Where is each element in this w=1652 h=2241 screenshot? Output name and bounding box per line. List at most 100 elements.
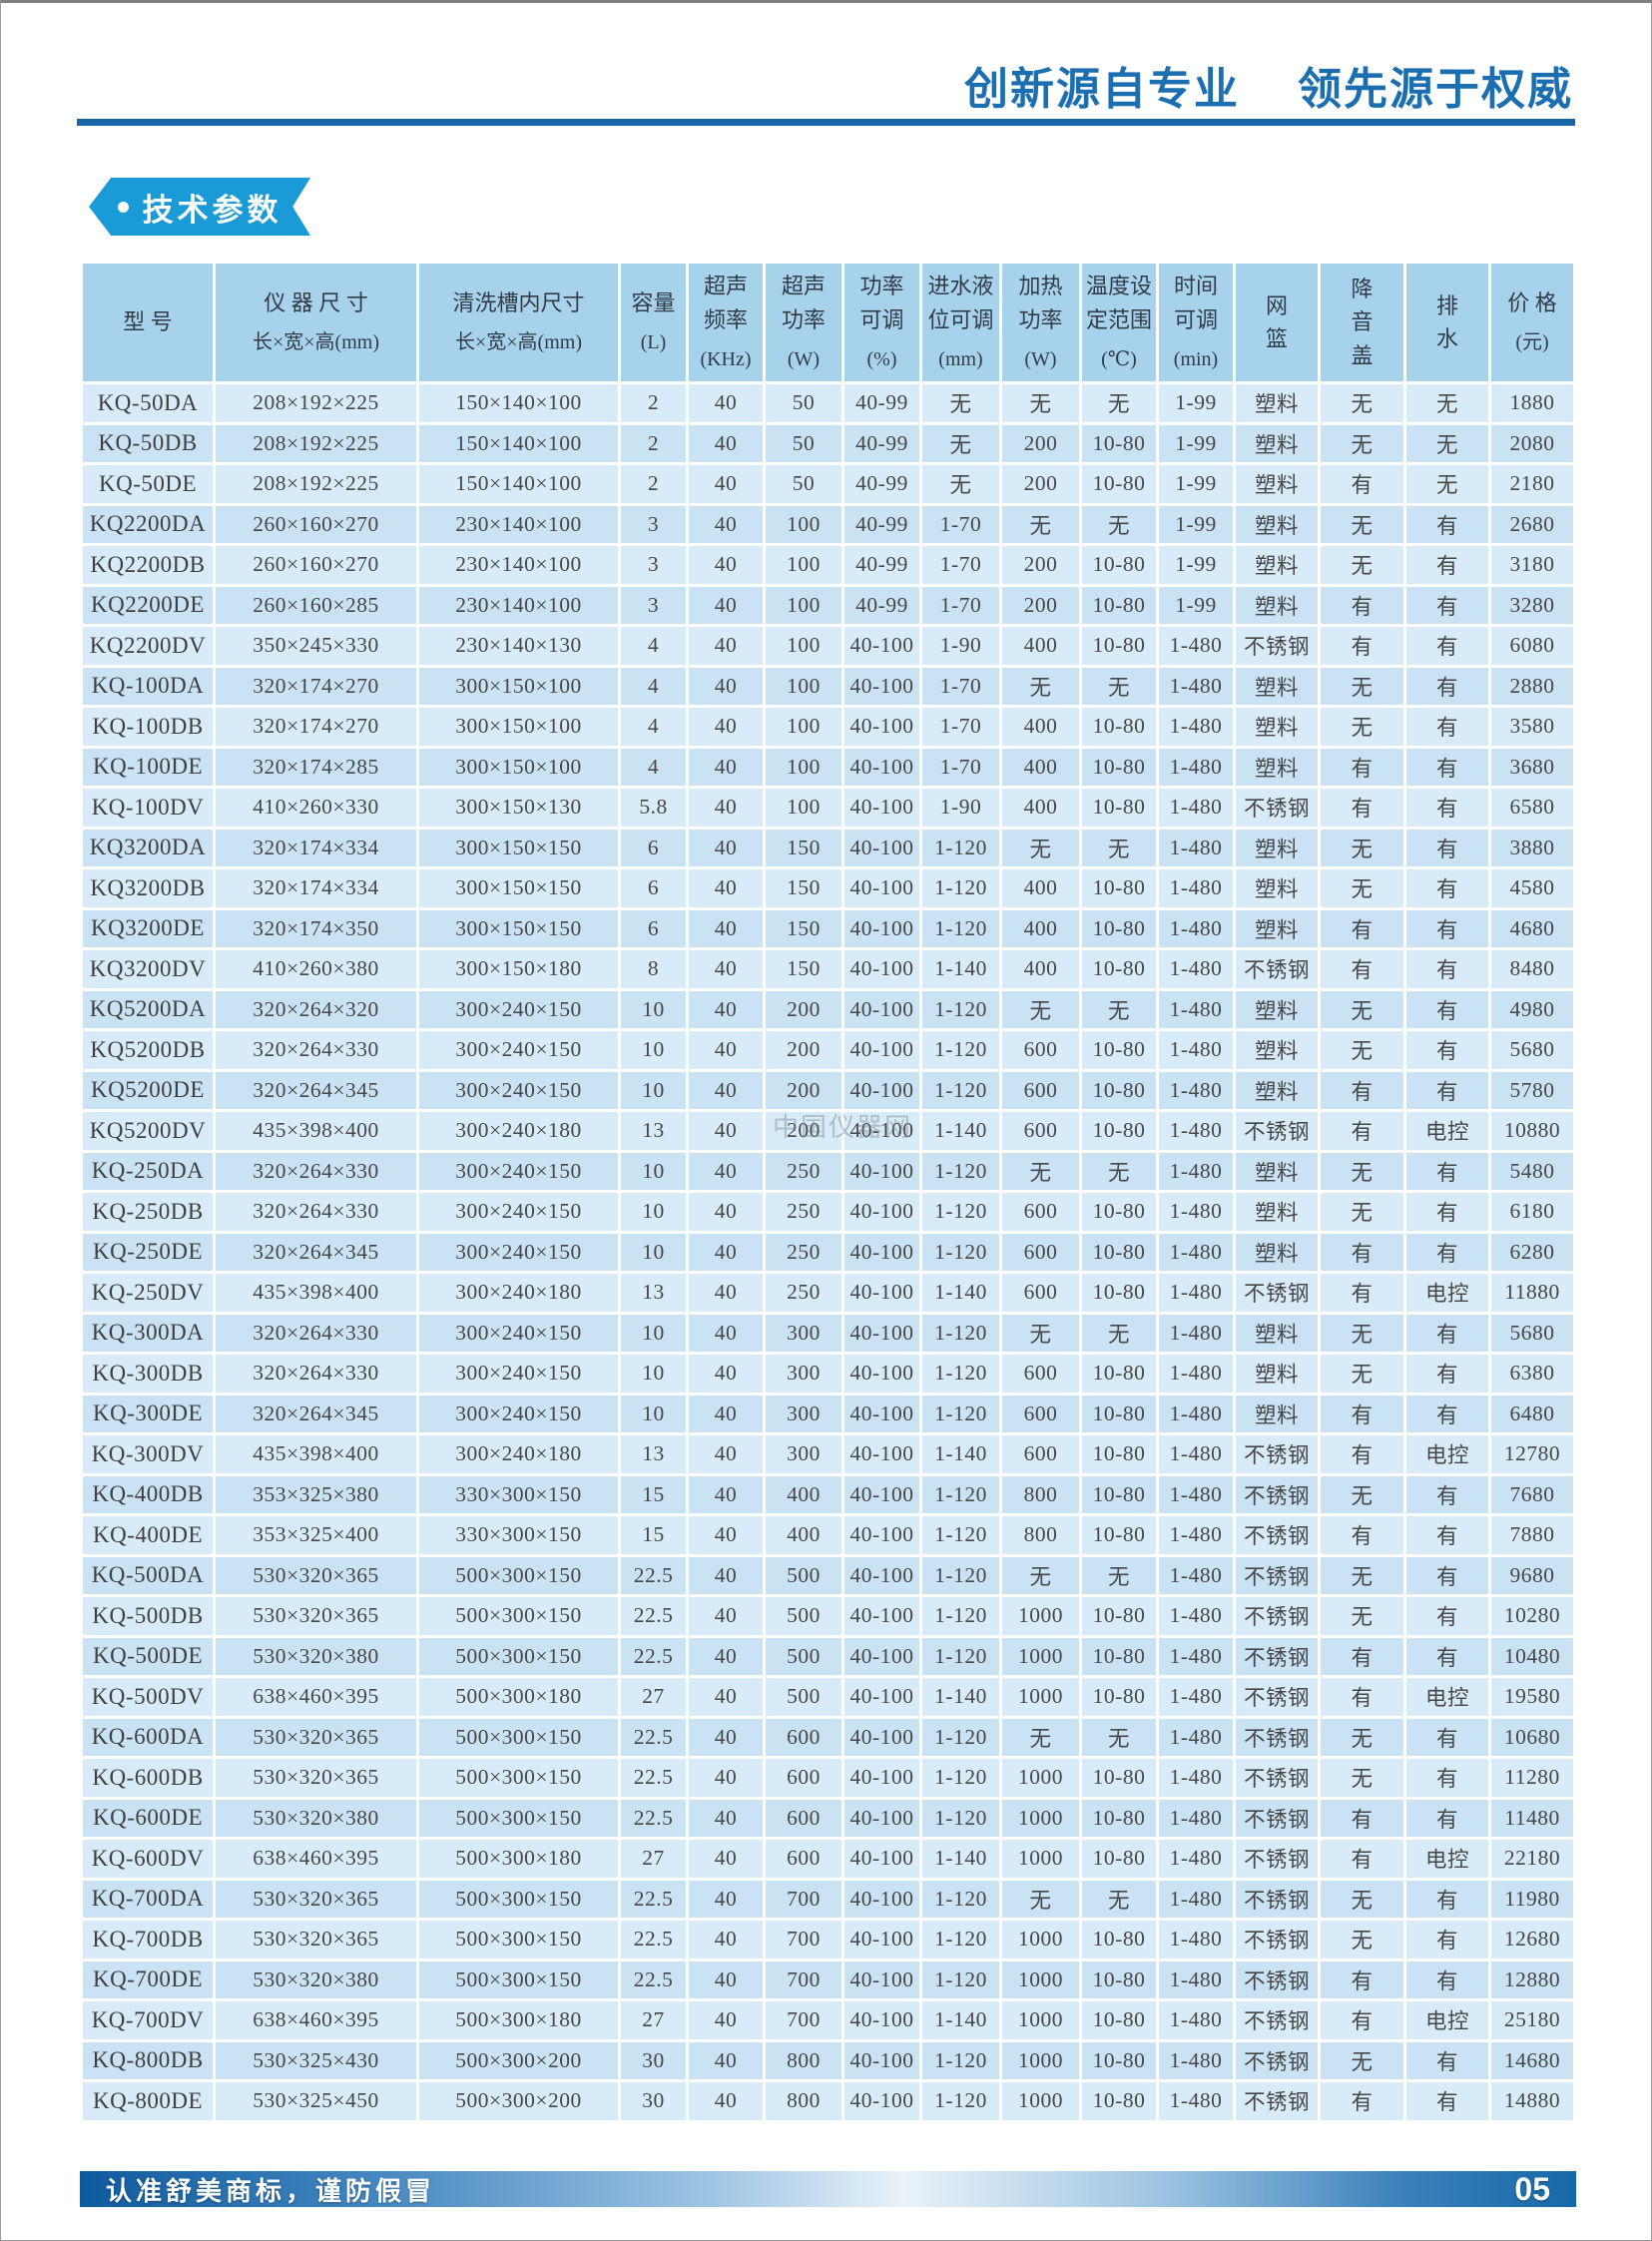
spec-table: 型 号仪 器 尺 寸长×宽×高(mm) 清洗槽内尺寸 长×宽×高(mm) 容量 (L) 超… — [80, 261, 1576, 2123]
cell: 无 — [919, 421, 1002, 465]
cell: 700 — [763, 1877, 844, 1921]
cell: 1-120 — [919, 1715, 1002, 1759]
cell: 无 — [999, 1553, 1082, 1597]
cell: 不锈钢 — [1233, 1432, 1321, 1476]
cell: 5680 — [1488, 1028, 1576, 1072]
cell: 40 — [686, 1513, 766, 1557]
cell: 10680 — [1488, 1715, 1576, 1759]
cell: 1-480 — [1156, 1352, 1236, 1396]
cell: 10-80 — [1079, 1675, 1159, 1719]
cell: 500×300×150 — [416, 1796, 621, 1840]
cell: 有 — [1403, 1715, 1491, 1759]
cell: 有 — [1403, 1311, 1491, 1355]
column-header: 仪 器 尺 寸长×宽×高(mm) — [213, 261, 419, 384]
cell: 有 — [1403, 1230, 1491, 1274]
cell: 12680 — [1488, 1918, 1576, 1961]
table-row: KQ-400DB 353×325×380 330×300×150 15 40 400 40-… — [80, 1472, 1576, 1516]
cell: 3880 — [1488, 826, 1576, 869]
cell: 150×140×100 — [416, 462, 621, 506]
cell: 1-120 — [919, 1958, 1002, 2001]
cell: 不锈钢 — [1233, 1553, 1321, 1597]
table-row: KQ-100DA 320×174×270 300×150×100 4 40 100 40-1… — [80, 664, 1576, 708]
cell: 40-100 — [841, 1594, 922, 1638]
table-row: KQ2200DE 260×160×285 230×140×100 3 40 100 40-9… — [80, 583, 1576, 627]
cell: 塑料 — [1233, 866, 1321, 910]
cell: 200 — [763, 1068, 844, 1112]
cell: 10-80 — [1079, 1513, 1159, 1557]
cell: 300 — [763, 1311, 844, 1355]
cell: 10 — [618, 1311, 689, 1355]
cell: 有 — [1403, 1958, 1491, 2001]
cell: 无 — [1318, 1352, 1406, 1396]
table-row: KQ-400DE 353×325×400 330×300×150 15 40 400 40-… — [80, 1513, 1576, 1557]
cell: 40-100 — [841, 1877, 922, 1921]
cell: 150 — [763, 947, 844, 991]
model-cell: KQ-600DV — [80, 1837, 216, 1881]
cell: 530×320×365 — [213, 1877, 419, 1921]
cell: 40 — [686, 1634, 766, 1678]
model-cell: KQ-250DB — [80, 1190, 216, 1234]
cell: 无 — [1079, 1553, 1159, 1597]
cell: 塑料 — [1233, 1068, 1321, 1112]
column-header: 功率 可调 (%) — [841, 261, 922, 384]
cell: 435×398×400 — [213, 1109, 419, 1153]
cell: 40 — [686, 2079, 766, 2123]
cell: 无 — [1318, 1594, 1406, 1638]
cell: 10-80 — [1079, 1028, 1159, 1072]
cell: 塑料 — [1233, 705, 1321, 749]
cell: 230×140×130 — [416, 624, 621, 668]
footer-slogan: 认准舒美商标，谨防假冒 — [106, 2175, 436, 2206]
model-cell: KQ-600DE — [80, 1796, 216, 1840]
cell: 600 — [999, 1392, 1082, 1435]
cell: 300×240×150 — [416, 1352, 621, 1396]
cell: 无 — [1079, 987, 1159, 1031]
cell: 1000 — [999, 2038, 1082, 2082]
cell: 40 — [686, 583, 766, 627]
cell: 1000 — [999, 1675, 1082, 1719]
model-cell: KQ5200DB — [80, 1028, 216, 1072]
cell: 100 — [763, 745, 844, 789]
cell: 40 — [686, 1837, 766, 1881]
cell: 22.5 — [618, 1756, 689, 1800]
cell: 40-100 — [841, 1756, 922, 1800]
cell: 不锈钢 — [1233, 947, 1321, 991]
cell: 250 — [763, 1271, 844, 1315]
table-row: KQ-50DA 208×192×225 150×140×100 2 40 50 40-99 无… — [80, 381, 1576, 425]
cell: 40 — [686, 1715, 766, 1759]
cell: 40-100 — [841, 1068, 922, 1112]
cell: 10-80 — [1079, 1958, 1159, 2001]
cell: 40 — [686, 1028, 766, 1072]
model-cell: KQ5200DE — [80, 1068, 216, 1112]
cell: 有 — [1318, 1432, 1406, 1476]
cell: 40 — [686, 786, 766, 830]
model-cell: KQ-100DA — [80, 664, 216, 708]
cell: 1-70 — [919, 502, 1002, 546]
cell: 10-80 — [1079, 462, 1159, 506]
column-header: 时间 可调 (min) — [1156, 261, 1236, 384]
cell: 不锈钢 — [1233, 1634, 1321, 1678]
cell: 500×300×150 — [416, 1634, 621, 1678]
cell: 1-480 — [1156, 2079, 1236, 2123]
cell: 150 — [763, 906, 844, 950]
cell: 300×240×150 — [416, 1392, 621, 1435]
cell: 3 — [618, 502, 689, 546]
cell: 11280 — [1488, 1756, 1576, 1800]
cell: 300×240×180 — [416, 1432, 621, 1476]
cell: 10-80 — [1079, 1109, 1159, 1153]
cell: 1-140 — [919, 1432, 1002, 1476]
cell: 40-100 — [841, 987, 922, 1031]
cell: 800 — [763, 2079, 844, 2123]
cell: 1-120 — [919, 1311, 1002, 1355]
cell: 1-480 — [1156, 1271, 1236, 1315]
cell: 1-480 — [1156, 1230, 1236, 1274]
cell: 500×300×150 — [416, 1958, 621, 2001]
cell: 40 — [686, 2038, 766, 2082]
cell: 600 — [999, 1190, 1082, 1234]
cell: 10 — [618, 1028, 689, 1072]
cell: 40 — [686, 1230, 766, 1274]
cell: 300 — [763, 1352, 844, 1396]
cell: 300×240×150 — [416, 1149, 621, 1193]
cell: 2180 — [1488, 462, 1576, 506]
cell: 40 — [686, 987, 766, 1031]
cell: 700 — [763, 1958, 844, 2001]
